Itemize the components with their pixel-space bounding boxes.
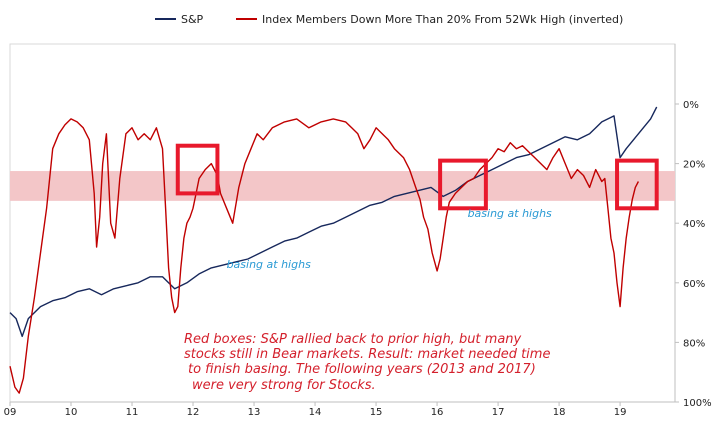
annotation-basing-1: basing at highs [227, 258, 311, 271]
x-tick-label: 17 [492, 407, 505, 418]
x-tick-label: 12 [187, 407, 200, 418]
y-tick-label: 60% [683, 279, 705, 290]
x-tick-label: 14 [309, 407, 322, 418]
x-tick-label: 19 [614, 407, 627, 418]
x-tick-label: 09 [4, 407, 17, 418]
note-line-1: Red boxes: S&P rallied back to prior hig… [184, 332, 522, 347]
highlight-boxes [175, 143, 659, 211]
legend-label-index-members: Index Members Down More Than 20% From 52… [262, 13, 623, 26]
x-axis-ticks: 09 10 11 12 13 14 15 16 17 18 19 [4, 402, 627, 418]
x-tick-label: 10 [65, 407, 78, 418]
y-tick-label: 100% [683, 398, 712, 409]
legend-label-sp: S&P [181, 13, 204, 26]
highlight-box-1 [175, 143, 220, 196]
highlight-box-2 [438, 158, 488, 211]
note-line-3: to finish basing. The following years (2… [188, 362, 536, 377]
y-tick-label: 0% [683, 100, 699, 111]
highlight-box-3 [615, 158, 659, 211]
note-line-4: were very strong for Stocks. [192, 378, 376, 393]
note-line-2: stocks still in Bear markets. Result: ma… [184, 347, 550, 362]
y-tick-label: 80% [683, 338, 705, 349]
legend: S&P Index Members Down More Than 20% Fro… [155, 13, 623, 26]
annotation-basing-2: basing at highs [468, 207, 552, 220]
x-tick-label: 11 [126, 407, 139, 418]
series-line-index-members [9, 118, 640, 394]
note: Red boxes: S&P rallied back to prior hig… [184, 332, 550, 393]
y-tick-label: 40% [683, 219, 705, 230]
x-tick-label: 16 [431, 407, 444, 418]
x-tick-label: 18 [553, 407, 566, 418]
y-axis-ticks: 0% 20% 40% 60% 80% 100% [675, 100, 712, 409]
x-tick-label: 15 [370, 407, 383, 418]
y-tick-label: 20% [683, 160, 705, 171]
series-line-sp [9, 106, 658, 338]
x-tick-label: 13 [248, 407, 261, 418]
